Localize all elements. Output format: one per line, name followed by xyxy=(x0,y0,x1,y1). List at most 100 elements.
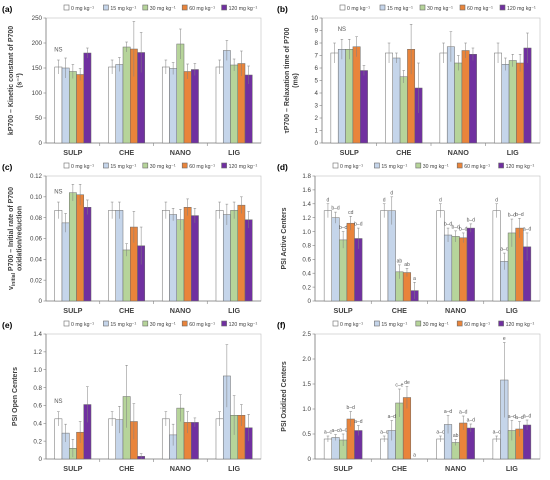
bar xyxy=(54,66,63,144)
chart-panel: (c) 0 mg kg⁻¹ 15 mg kg⁻¹ 30 mg kg⁻¹ 60 mg kg… xyxy=(2,162,262,315)
bar xyxy=(68,192,77,302)
y-axis-label: PSI Open Centers xyxy=(12,367,19,426)
significance-letter: de xyxy=(404,380,410,386)
y-tick-label: 0.2 xyxy=(33,438,42,445)
bar xyxy=(215,210,224,302)
y-tick-label: 0.4 xyxy=(302,270,311,277)
significance-letter: b–d xyxy=(515,212,524,218)
legend-label: 60 mg kg⁻¹ xyxy=(464,164,490,170)
x-category-label: CHE xyxy=(392,306,407,315)
significance-letter: b–d xyxy=(354,222,363,228)
bar xyxy=(352,46,361,144)
x-category-label: NANO xyxy=(170,148,192,157)
legend-label: 60 mg kg⁻¹ xyxy=(189,322,215,328)
bar xyxy=(399,76,408,144)
legend-label: 30 mg kg⁻¹ xyxy=(150,164,176,170)
y-axis-label-line: PSI Oxidized Centers xyxy=(281,361,288,432)
bar xyxy=(380,210,389,302)
legend-swatch xyxy=(181,320,188,327)
legend-label: 0 mg kg⁻¹ xyxy=(71,322,94,328)
significance-letter: a–d xyxy=(508,414,517,420)
y-tick-label: 0.12 xyxy=(30,173,43,180)
bar xyxy=(161,66,170,144)
bar xyxy=(115,64,124,144)
bar xyxy=(346,222,355,302)
bar xyxy=(516,62,525,144)
bar xyxy=(61,67,70,144)
legend-swatch xyxy=(221,320,227,327)
y-tick-label: 0.6 xyxy=(302,257,311,264)
y-tick-label: 1.2 xyxy=(33,349,42,356)
legend-swatch xyxy=(456,162,463,169)
legend-label: 0 mg kg⁻¹ xyxy=(71,6,94,12)
significance-letter: a–d xyxy=(523,226,532,232)
y-tick-label: 4 xyxy=(315,90,319,97)
legend-swatch xyxy=(63,162,70,169)
y-tick-label: 0.8 xyxy=(33,385,42,392)
x-category-label: SULP xyxy=(63,306,82,315)
bar xyxy=(523,424,532,460)
bar xyxy=(508,60,517,144)
legend-label: 15 mg kg⁻¹ xyxy=(110,164,136,170)
legend-label: 15 mg kg⁻¹ xyxy=(381,164,407,170)
y-axis-label: PSI Oxidized Centers xyxy=(281,361,288,432)
y-tick-label: 0.8 xyxy=(302,243,311,250)
legend-swatch xyxy=(459,4,466,11)
x-category-label: LIG xyxy=(228,464,240,473)
bar xyxy=(115,210,124,302)
y-tick-label: 1.4 xyxy=(33,331,42,338)
bar xyxy=(54,210,63,302)
y-axis-label-subscript: initial xyxy=(11,272,17,286)
y-tick-label: 0.5 xyxy=(302,431,311,438)
x-category-label: CHE xyxy=(119,464,134,473)
x-category-label: SULP xyxy=(63,148,82,157)
bar xyxy=(439,52,448,144)
y-tick-label: 0.2 xyxy=(302,284,311,291)
legend-label: 30 mg kg⁻¹ xyxy=(423,322,449,328)
x-category-label: SULP xyxy=(334,464,353,473)
legend-swatch xyxy=(374,162,380,169)
y-tick-label: 0 xyxy=(315,140,319,147)
legend-swatch xyxy=(332,162,339,169)
legend-swatch xyxy=(456,320,463,327)
y-axis-label-line: kP700 – Kinetic constant of P700 xyxy=(8,26,15,135)
legend-label: 15 mg kg⁻¹ xyxy=(387,6,413,12)
y-tick-label: 1.0 xyxy=(302,406,311,413)
bar xyxy=(331,437,340,460)
bar xyxy=(459,237,468,302)
chart-panel: (b) 0 mg kg⁻¹ 15 mg kg⁻¹ 30 mg kg⁻¹ 60 mg kg… xyxy=(277,4,541,157)
bar xyxy=(385,52,393,144)
bar xyxy=(108,66,116,144)
bar xyxy=(76,74,85,144)
y-tick-label: 1.5 xyxy=(302,381,311,388)
panel-letter: (d) xyxy=(277,162,288,172)
y-tick-label: 0.10 xyxy=(30,194,43,201)
x-category-label: LIG xyxy=(228,148,240,157)
y-axis-label-v: v xyxy=(8,286,15,290)
legend-swatch xyxy=(498,320,504,327)
legend-label: 120 mg kg⁻¹ xyxy=(229,164,258,170)
y-tick-label: 2.0 xyxy=(302,356,311,363)
x-category-label: SULP xyxy=(63,464,82,473)
significance-letter: a–c xyxy=(339,428,348,434)
legend-swatch xyxy=(415,320,422,327)
significance-letter: a–c xyxy=(380,430,389,436)
legend-swatch xyxy=(103,320,109,327)
significance-letter: a–c xyxy=(500,247,509,253)
legend-swatch xyxy=(142,4,149,11)
ns-annotation: NS xyxy=(338,27,346,33)
significance-letter: e xyxy=(503,336,506,342)
panel-letter: (b) xyxy=(277,4,288,14)
legend-swatch xyxy=(103,162,109,169)
y-tick-label: 250 xyxy=(32,15,43,22)
bar xyxy=(451,236,460,302)
legend-swatch xyxy=(499,4,506,11)
bar xyxy=(169,214,177,302)
legend-label: 120 mg kg⁻¹ xyxy=(506,322,535,328)
chart-panel: (e) 0 mg kg⁻¹ 15 mg kg⁻¹ 30 mg kg⁻¹ 60 mg kg… xyxy=(2,320,262,473)
significance-letter: b–d xyxy=(467,217,476,223)
x-category-label: SULP xyxy=(334,306,353,315)
legend-label: 0 mg kg⁻¹ xyxy=(347,6,370,12)
y-tick-label: 0 xyxy=(39,456,43,463)
y-axis-label-line: (s⁻¹) xyxy=(16,73,23,88)
